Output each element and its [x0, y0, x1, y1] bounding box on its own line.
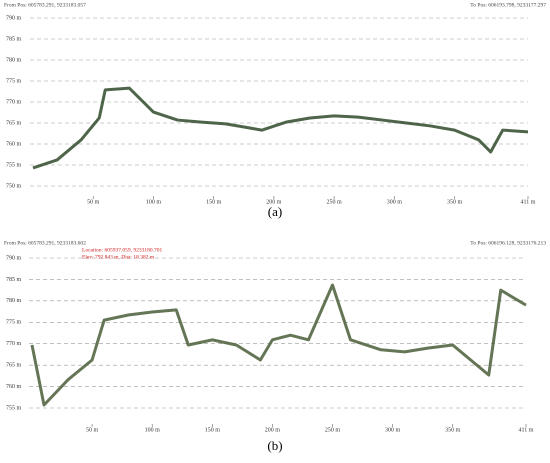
x-tick-label: 300 m — [387, 199, 403, 205]
annotation: Elev: 792.843 m, Dist: 18.382 m — [82, 254, 155, 260]
y-tick-label: 780 m — [6, 57, 22, 63]
y-tick-label: 750 m — [6, 183, 22, 189]
y-tick-label: 755 m — [6, 405, 22, 411]
annotation: Location: 605937.059, 9233180.701 — [82, 247, 162, 253]
x-tick-label: 100 m — [145, 427, 161, 433]
y-tick-label: 780 m — [6, 298, 22, 304]
from-pos: From Pos: 605783.291, 9233183.602 — [4, 240, 86, 246]
x-tick-label: 150 m — [205, 427, 221, 433]
y-tick-label: 770 m — [6, 99, 22, 105]
y-tick-label: 760 m — [6, 141, 22, 147]
y-tick-label: 790 m — [6, 255, 22, 261]
y-tick-label: 760 m — [6, 384, 22, 390]
x-tick-label: 100 m — [146, 199, 162, 205]
y-tick-label: 765 m — [6, 363, 22, 369]
to-pos: To Pos: 606193.798, 9233177.297 — [470, 2, 546, 8]
y-tick-label: 755 m — [6, 162, 22, 168]
from-pos: From Pos: 605783.291, 9233183.057 — [4, 2, 86, 8]
x-tick-label: 411 m — [519, 427, 534, 433]
x-tick-label: 50 m — [86, 427, 99, 433]
profile-line — [32, 86, 529, 170]
to-pos: To Pos: 606196.128, 9233176.213 — [470, 240, 546, 246]
x-tick-label: 300 m — [385, 427, 401, 433]
y-tick-label: 765 m — [6, 120, 22, 126]
x-tick-label: 150 m — [206, 199, 222, 205]
y-tick-label: 785 m — [6, 277, 22, 283]
profile-line — [30, 283, 527, 407]
panel-label: (a) — [268, 204, 282, 219]
x-tick-label: 200 m — [266, 199, 282, 205]
x-tick-label: 350 m — [445, 427, 461, 433]
x-tick-label: 250 m — [325, 427, 341, 433]
y-tick-label: 775 m — [6, 320, 22, 326]
x-tick-label: 250 m — [327, 199, 343, 205]
y-tick-label: 775 m — [6, 78, 22, 84]
y-tick-label: 790 m — [6, 15, 22, 21]
x-tick-label: 350 m — [447, 199, 463, 205]
x-tick-label: 50 m — [87, 199, 100, 205]
panel-label: (b) — [267, 438, 282, 453]
y-tick-label: 785 m — [6, 36, 22, 42]
x-tick-label: 200 m — [265, 427, 281, 433]
y-tick-label: 770 m — [6, 341, 22, 347]
x-tick-label: 411 m — [521, 199, 536, 205]
